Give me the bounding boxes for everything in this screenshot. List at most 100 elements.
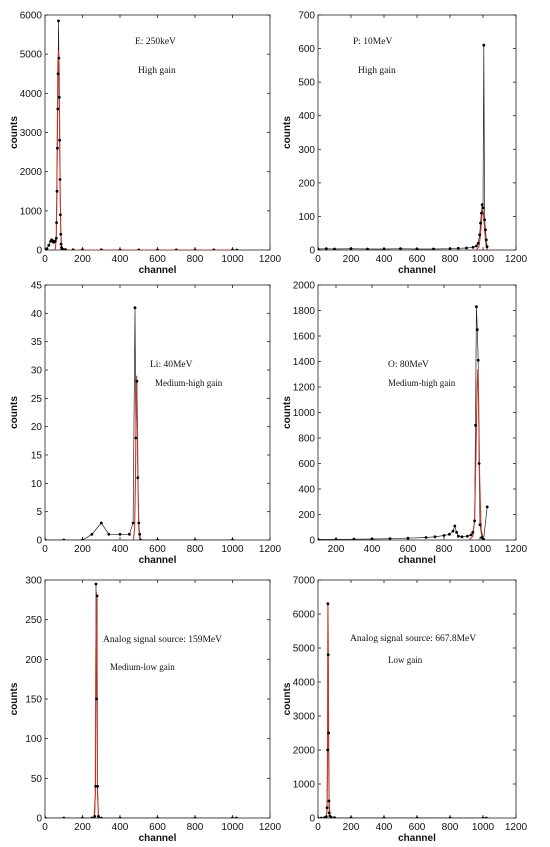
data-point — [325, 806, 329, 810]
x-tick-label: 600 — [400, 544, 417, 555]
data-point — [442, 534, 446, 537]
data-point — [235, 248, 239, 250]
x-tick-label: 800 — [187, 544, 204, 555]
data-point — [71, 248, 75, 250]
data-point — [55, 189, 59, 193]
x-tick-label: 200 — [74, 822, 91, 833]
data-point — [53, 239, 57, 243]
y-tick-label: 40 — [31, 309, 43, 320]
annotation-text: Low gain — [388, 655, 423, 665]
annotation-text: E: 250keV — [135, 37, 176, 47]
y-tick-label: 1000 — [20, 206, 43, 217]
annotation-text: Medium-high gain — [388, 378, 456, 388]
data-point — [138, 532, 142, 536]
data-point — [455, 531, 458, 534]
data-point — [456, 246, 460, 250]
annotation-text: Medium-low gain — [110, 662, 175, 672]
y-tick-label: 3000 — [293, 712, 316, 723]
data-point — [56, 146, 59, 150]
data-point — [81, 816, 84, 818]
data-point — [476, 241, 480, 245]
data-point — [478, 523, 482, 527]
x-tick-label: 400 — [112, 822, 129, 833]
x-tick-label: 200 — [328, 544, 345, 555]
x-tick-label: 1200 — [259, 544, 282, 555]
y-tick-label: 200 — [298, 510, 315, 521]
x-tick-label: 600 — [149, 544, 166, 555]
y-tick-label: 300 — [25, 576, 42, 587]
data-point — [45, 538, 47, 540]
data-point — [234, 816, 238, 818]
y-tick-label: 30 — [31, 366, 43, 377]
data-point — [480, 536, 484, 539]
data-point — [93, 815, 97, 818]
y-tick-label: 400 — [298, 111, 315, 122]
data-point — [231, 248, 234, 250]
x-axis-title: channel — [398, 833, 436, 844]
data-point — [319, 816, 323, 818]
y-tick-label: 600 — [298, 44, 315, 55]
annotation-text: High gain — [358, 66, 396, 76]
data-point — [99, 816, 103, 818]
y-tick-label: 2000 — [293, 746, 316, 757]
y-tick-label: 0 — [36, 536, 42, 547]
data-point — [370, 537, 374, 540]
x-tick-label: 800 — [187, 822, 204, 833]
x-tick-label: 1000 — [221, 254, 244, 265]
x-tick-label: 600 — [409, 822, 426, 833]
data-point — [433, 535, 437, 539]
data-point — [156, 816, 159, 818]
y-axis-title: counts — [9, 116, 20, 149]
data-point — [81, 538, 84, 540]
data-point — [453, 524, 457, 528]
data-point — [212, 248, 216, 250]
y-tick-label: 100 — [298, 212, 315, 223]
data-point — [352, 537, 356, 540]
data-point — [107, 532, 111, 536]
data-point — [399, 247, 402, 250]
y-axis-title: counts — [282, 116, 293, 149]
data-point — [477, 462, 481, 465]
data-point — [476, 358, 480, 362]
data-point — [327, 811, 331, 815]
data-point — [318, 816, 320, 818]
y-tick-label: 4000 — [20, 89, 43, 100]
plot-area — [45, 306, 234, 540]
data-point — [97, 815, 100, 818]
data-point — [326, 653, 330, 657]
y-axis-title: counts — [9, 396, 20, 429]
data-point — [388, 537, 392, 540]
x-axis-title: channel — [398, 265, 436, 276]
y-tick-label: 50 — [31, 774, 43, 785]
data-point — [382, 816, 386, 818]
data-point — [406, 536, 410, 540]
annotation-text: O: 80MeV — [388, 360, 429, 370]
data-point — [59, 213, 62, 217]
x-tick-label: 800 — [442, 254, 459, 265]
data-point — [479, 221, 482, 225]
fit-curve — [475, 209, 489, 250]
data-line — [318, 306, 488, 540]
data-point — [62, 816, 66, 818]
x-tick-label: 0 — [42, 254, 48, 265]
data-point — [56, 72, 60, 76]
data-point — [95, 697, 98, 701]
data-point — [326, 748, 329, 752]
annotation-text: Li: 40MeV — [150, 360, 193, 370]
y-tick-label: 7000 — [293, 576, 316, 587]
data-point — [475, 305, 478, 309]
data-point — [349, 247, 353, 250]
chart-panel-2: 0 200 400 600 800 1000 1200 0 100 200 300 400 500 600… — [282, 11, 528, 277]
data-point — [45, 816, 47, 818]
data-point — [424, 536, 428, 539]
data-point — [56, 107, 60, 111]
x-tick-label: 1000 — [472, 254, 495, 265]
data-point — [137, 521, 141, 525]
data-line — [318, 45, 488, 250]
x-axis-title: channel — [139, 555, 177, 566]
data-point — [382, 247, 386, 250]
y-axis-title: counts — [282, 682, 293, 715]
plot-frame — [44, 579, 271, 819]
data-point — [231, 538, 234, 540]
